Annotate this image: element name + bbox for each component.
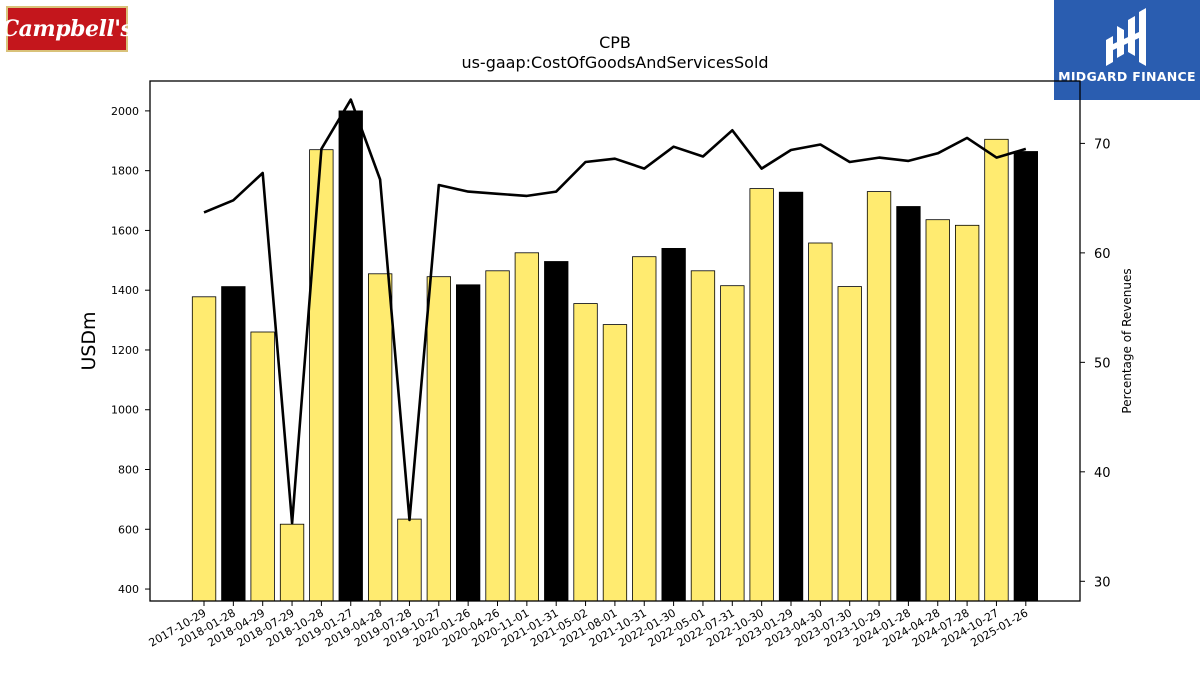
y2-axis-label: Percentage of Revenues xyxy=(1120,268,1134,413)
y2-tick-label-70: 70 xyxy=(1094,137,1111,152)
y-tick-label-2000: 2000 xyxy=(111,105,139,118)
bar-2020-11-01 xyxy=(514,252,539,602)
y-tick-label-800: 800 xyxy=(118,464,139,477)
bar-2020-01-26 xyxy=(455,284,481,602)
campbells-logo: Campbell's xyxy=(2,6,133,52)
bars-layer xyxy=(191,110,1038,602)
midgard-finance-logo: MIDGARD FINANCE xyxy=(1054,0,1200,100)
y-tick-label-600: 600 xyxy=(118,523,139,536)
pct-revenue-line xyxy=(203,98,1027,525)
bar-2017-10-29 xyxy=(191,296,217,602)
bar-2018-01-28 xyxy=(221,286,246,602)
chart-subtitle: us-gaap:CostOfGoodsAndServicesSold xyxy=(461,53,768,72)
y-tick-label-1800: 1800 xyxy=(111,165,139,178)
bar-2022-01-30 xyxy=(661,247,686,602)
bar-2021-08-01 xyxy=(602,324,628,602)
line-layer xyxy=(203,98,1027,525)
bar-2018-07-29 xyxy=(279,523,305,602)
bar-2024-04-28 xyxy=(925,219,950,602)
campbells-logo-text: Campbell's xyxy=(1,16,133,42)
bar-2022-10-30 xyxy=(749,188,774,602)
midgard-mark-icon xyxy=(1106,8,1146,66)
chart-title: CPB xyxy=(599,33,631,52)
bar-2023-10-29 xyxy=(866,191,892,602)
bar-2022-07-31 xyxy=(720,285,745,602)
bar-2023-07-30 xyxy=(837,286,862,602)
bar-2024-01-28 xyxy=(896,206,921,602)
bar-2021-05-02 xyxy=(573,303,598,602)
y-tick-label-1200: 1200 xyxy=(111,344,139,357)
y-tick-label-1600: 1600 xyxy=(111,224,139,237)
bar-2025-01-26 xyxy=(1013,151,1038,602)
y2-tick-label-30: 30 xyxy=(1094,575,1111,590)
bar-2022-05-01 xyxy=(690,270,716,602)
y-axis-label: USDm xyxy=(78,311,100,370)
y-tick-label-1000: 1000 xyxy=(111,404,139,417)
bar-2019-07-28 xyxy=(397,518,422,602)
bar-2018-04-29 xyxy=(250,331,275,602)
bar-2019-04-28 xyxy=(367,273,393,602)
bar-2018-10-28 xyxy=(309,149,334,602)
y2-tick-label-40: 40 xyxy=(1094,466,1111,481)
bar-2021-10-31 xyxy=(632,256,657,602)
bar-2021-01-31 xyxy=(544,261,569,602)
y-tick-label-400: 400 xyxy=(118,583,139,596)
bar-2019-10-27 xyxy=(426,276,452,602)
y2-tick-label-50: 50 xyxy=(1094,356,1111,371)
bar-2020-04-26 xyxy=(485,270,510,602)
bar-2019-01-27 xyxy=(338,110,363,602)
y-tick-label-1400: 1400 xyxy=(111,284,139,297)
bar-2023-01-29 xyxy=(778,191,804,602)
bar-2023-04-30 xyxy=(808,242,833,602)
midgard-logo-text: MIDGARD FINANCE xyxy=(1058,69,1196,84)
bar-2024-10-27 xyxy=(984,138,1009,602)
y2-tick-label-60: 60 xyxy=(1094,247,1111,262)
bar-2024-07-28 xyxy=(955,224,980,602)
